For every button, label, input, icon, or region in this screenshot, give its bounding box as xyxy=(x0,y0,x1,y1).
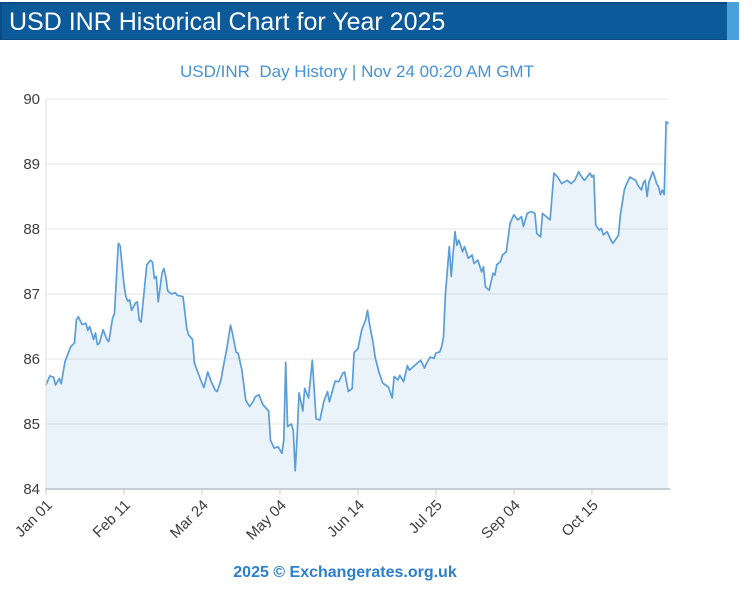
x-axis-label: Sep 04 xyxy=(478,497,524,543)
footer-copyright-link[interactable]: 2025 © Exchangerates.org.uk xyxy=(233,564,457,581)
y-axis-label: 89 xyxy=(23,156,40,173)
y-axis-label: 85 xyxy=(23,416,40,433)
area-fill xyxy=(46,121,668,489)
x-axis-label: May 04 xyxy=(243,497,290,544)
x-axis-label: Feb 11 xyxy=(90,497,134,541)
title-bar-accent xyxy=(727,2,739,40)
page-title: USD INR Historical Chart for Year 2025 xyxy=(9,8,446,36)
y-axis-label: 86 xyxy=(23,351,40,368)
chart-title: USD/INR Day History | Nov 24 00:20 AM GM… xyxy=(180,62,534,81)
y-axis-label: 87 xyxy=(23,286,40,303)
x-axis-label: Jul 25 xyxy=(405,497,445,537)
title-bar: USD INR Historical Chart for Year 2025 xyxy=(0,2,739,40)
x-axis-label: Mar 24 xyxy=(167,497,212,542)
y-axis-label: 88 xyxy=(23,221,40,238)
price-line[interactable] xyxy=(45,120,669,472)
x-axis-label: Jun 14 xyxy=(324,497,368,541)
y-axis-label: 90 xyxy=(23,91,40,108)
x-axis-label: Jan 01 xyxy=(12,497,56,541)
x-axis-label: Oct 15 xyxy=(558,497,601,540)
y-axis-label: 84 xyxy=(23,481,40,498)
